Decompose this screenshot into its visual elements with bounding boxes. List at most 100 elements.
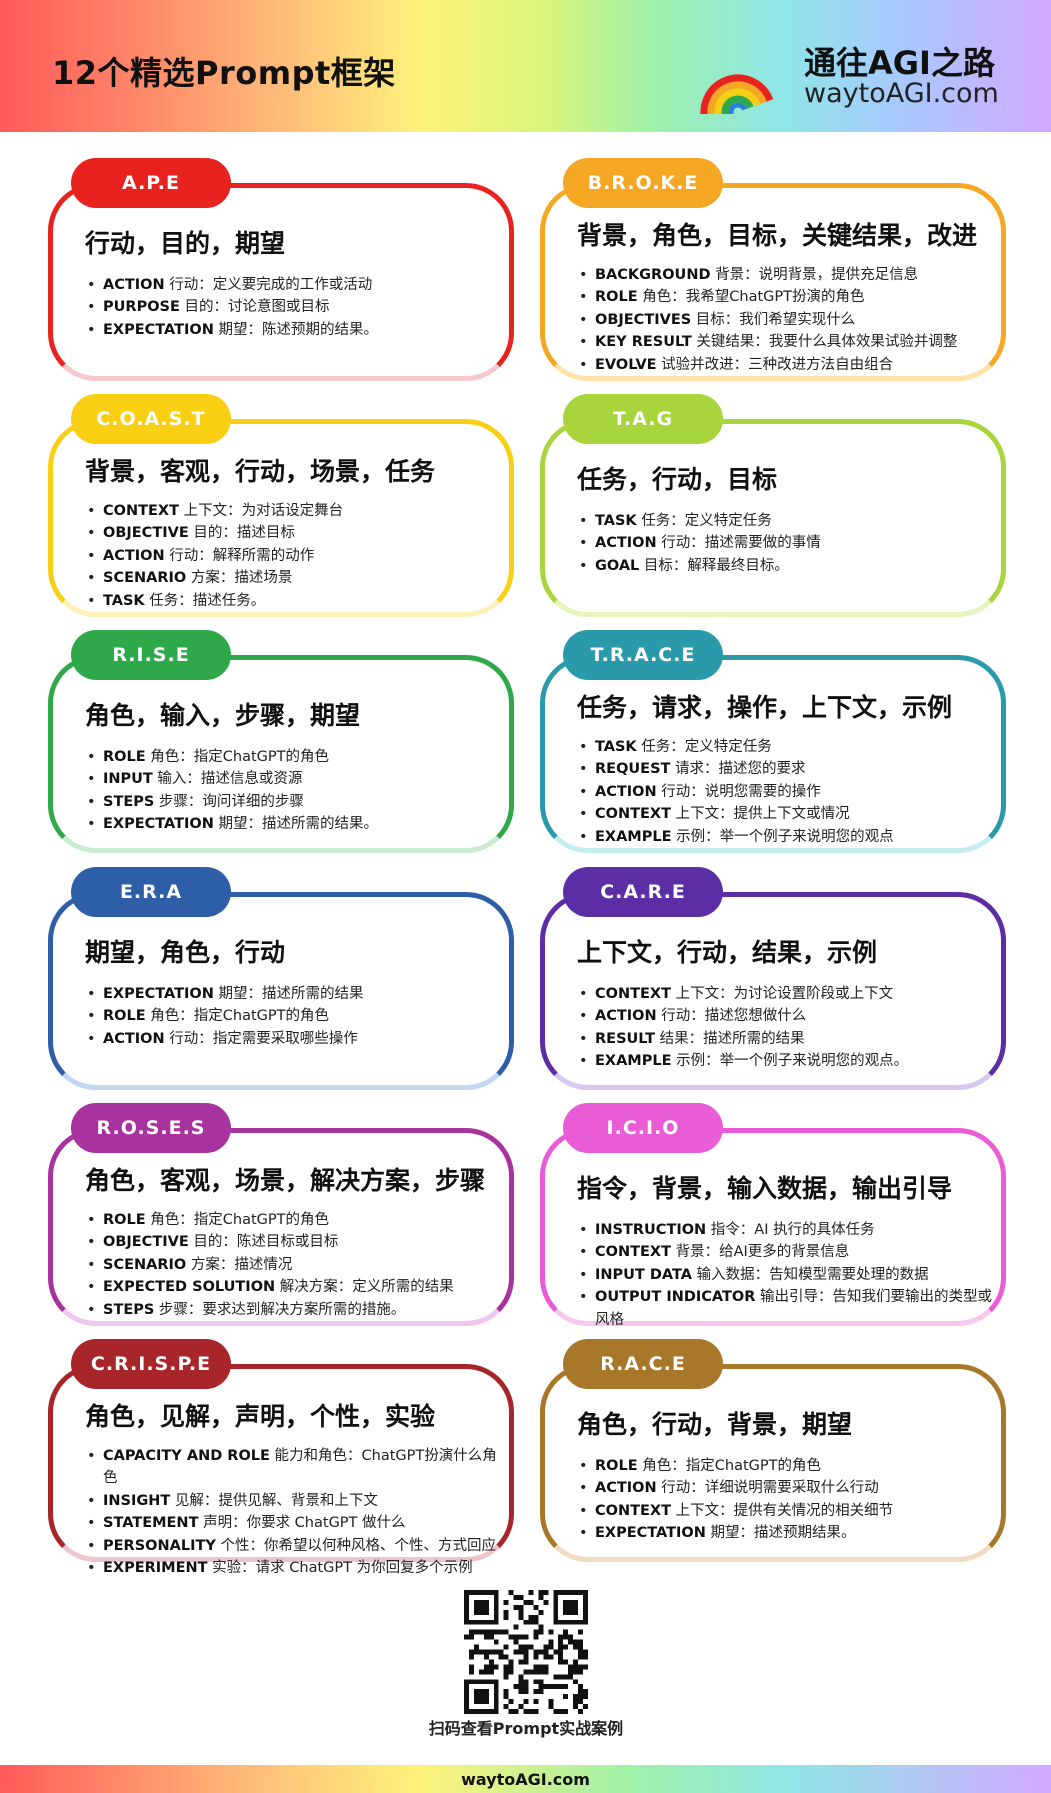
framework-card-broke: 背景，角色，目标，关键结果，改进 BACKGROUND 背景：说明背景，提供充足信… <box>540 183 1006 381</box>
framework-item-key: SCENARIO <box>103 1256 187 1273</box>
framework-tab-trace: T.R.A.C.E <box>563 630 723 680</box>
framework-item: INPUT DATA 输入数据：告知模型需要处理的数据 <box>579 1264 993 1287</box>
framework-item-desc: 期望：描述预期结果。 <box>705 1525 856 1542</box>
framework-item-list: ROLE 角色：指定ChatGPT的角色ACTION 行动：详细说明需要采取什么… <box>579 1455 993 1545</box>
framework-item-key: ACTION <box>595 783 657 800</box>
framework-card-ape: 行动，目的，期望ACTION 行动：定义要完成的工作或活动PURPOSE 目的：… <box>48 183 514 381</box>
framework-item-key: ACTION <box>595 535 657 552</box>
framework-item-key: ACTION <box>103 547 165 564</box>
framework-item-desc: 步骤：要求达到解决方案所需的措施。 <box>154 1301 406 1318</box>
framework-item-desc: 行动：描述您想做什么 <box>656 1008 807 1025</box>
framework-item-desc: 行动：解释所需的动作 <box>164 547 315 564</box>
framework-item: TASK 任务：定义特定任务 <box>579 510 993 533</box>
framework-item-desc: 解决方案：定义所需的结果 <box>275 1279 454 1296</box>
framework-item-key: EXPERIMENT <box>103 1560 208 1577</box>
framework-item-desc: 期望：描述所需的结果 <box>213 986 364 1002</box>
framework-card-tag: 任务，行动，目标 TASK 任务：定义特定任务 ACTION 行动：描述需要做的事情… <box>540 419 1006 617</box>
framework-heading: 任务，请求，操作，上下文，示例 <box>577 693 953 722</box>
framework-item: TASK 任务：描述任务。 <box>87 590 501 613</box>
framework-item-key: ACTION <box>595 1480 657 1497</box>
framework-item-key: ROLE <box>103 749 146 765</box>
framework-item-desc: 行动：定义要完成的工作或活动 <box>164 277 373 293</box>
framework-item: KEY RESULT 关键结果：我要什么具体效果试验并调整 <box>579 331 993 354</box>
framework-item-desc: 角色：指定ChatGPT的角色 <box>145 1212 329 1228</box>
framework-item: REQUEST 请求：描述您的要求 <box>579 758 993 781</box>
framework-item: ACTION 行动：说明您需要的操作 <box>579 781 993 804</box>
framework-item-desc: 目标：解释最终目标。 <box>639 557 789 574</box>
framework-item: EXPERIMENT 实验：请求 ChatGPT 为你回复多个示例 <box>87 1557 501 1580</box>
framework-item-key: ROLE <box>595 1458 638 1474</box>
framework-item-desc: 实验：请求 ChatGPT 为你回复多个示例 <box>207 1560 473 1577</box>
framework-item-list: CAPACITY AND ROLE 能力和角色：ChatGPT扮演什么角色INS… <box>87 1445 501 1580</box>
framework-item-key: STEPS <box>103 1301 155 1318</box>
framework-item-list: CONTEXT 上下文：为对话设定舞台OBJECTIVE 目的：描述目标ACTI… <box>87 500 501 612</box>
framework-item: SCENARIO 方案：描述场景 <box>87 567 501 590</box>
framework-tab-era: E.R.A <box>71 867 231 917</box>
framework-item: ROLE 角色：指定ChatGPT的角色 <box>87 1005 501 1028</box>
framework-item-desc: 声明：你要求 ChatGPT 做什么 <box>198 1515 406 1532</box>
framework-item-key: GOAL <box>595 557 640 574</box>
framework-item: ACTION 行动：解释所需的动作 <box>87 545 501 568</box>
framework-item-desc: 上下文：提供有关情况的相关细节 <box>670 1502 894 1519</box>
framework-item-desc: 行动：描述需要做的事情 <box>656 535 821 552</box>
framework-item-key: INPUT DATA <box>595 1266 692 1283</box>
framework-heading: 上下文，行动，结果，示例 <box>577 938 878 967</box>
framework-item-list: TASK 任务：定义特定任务REQUEST 请求：描述您的要求ACTION 行动… <box>579 736 993 848</box>
framework-item-key: INSIGHT <box>103 1492 171 1509</box>
framework-item: CONTEXT 背景：给AI更多的背景信息 <box>579 1241 993 1264</box>
framework-item-key: OBJECTIVES <box>595 311 692 328</box>
framework-item-key: CONTEXT <box>103 503 179 519</box>
framework-heading: 角色，见解，声明，个性，实验 <box>85 1402 436 1431</box>
framework-item-key: STEPS <box>103 793 155 810</box>
framework-item-desc: 输出引导：告知我们要输出的类型或风格 <box>595 1289 993 1328</box>
framework-item-desc: 能力和角色：ChatGPT扮演什么角色 <box>103 1448 497 1487</box>
framework-item: ACTION 行动：详细说明需要采取什么行动 <box>579 1477 993 1500</box>
framework-item-key: INPUT <box>103 771 153 788</box>
framework-heading: 背景，角色，目标，关键结果，改进 <box>577 221 978 250</box>
framework-item: EXPECTED SOLUTION 解决方案：定义所需的结果 <box>87 1276 501 1299</box>
framework-item-desc: 行动：说明您需要的操作 <box>656 783 821 800</box>
framework-item-key: EXPECTATION <box>103 986 214 1002</box>
framework-item-list: BACKGROUND 背景：说明背景，提供充足信息ROLE 角色：我希望Chat… <box>579 264 993 376</box>
framework-item-key: ROLE <box>595 289 638 306</box>
framework-item-desc: 背景：给AI更多的背景信息 <box>670 1244 850 1261</box>
framework-item: STATEMENT 声明：你要求 ChatGPT 做什么 <box>87 1512 501 1535</box>
framework-item-key: TASK <box>595 739 637 755</box>
framework-item: INPUT 输入：描述信息或资源 <box>87 768 501 791</box>
framework-item-desc: 目的：描述目标 <box>188 525 295 542</box>
framework-item-key: CONTEXT <box>595 1244 671 1261</box>
framework-card-trace: 任务，请求，操作，上下文，示例TASK 任务：定义特定任务REQUEST 请求：… <box>540 655 1006 853</box>
framework-item: ACTION 行动：定义要完成的工作或活动 <box>87 274 501 297</box>
framework-item: EXPECTATION 期望：描述预期结果。 <box>579 1522 993 1545</box>
framework-tab-coast: C.O.A.S.T <box>71 394 231 444</box>
framework-item: ROLE 角色：我希望ChatGPT扮演的角色 <box>579 286 993 309</box>
framework-item-desc: 角色：我希望ChatGPT扮演的角色 <box>637 289 865 306</box>
framework-item-desc: 方案：描述情况 <box>186 1256 293 1273</box>
framework-item: EXPECTATION 期望：描述所需的结果 <box>87 983 501 1006</box>
framework-item-desc: 输入：描述信息或资源 <box>152 771 303 788</box>
framework-item-key: CONTEXT <box>595 986 671 1002</box>
framework-item-key: REQUEST <box>595 761 671 778</box>
framework-item: OBJECTIVE 目的：陈述目标或目标 <box>87 1231 501 1254</box>
framework-item-key: TASK <box>103 592 145 609</box>
framework-item: ACTION 行动：指定需要采取哪些操作 <box>87 1028 501 1051</box>
framework-heading: 任务，行动，目标 <box>577 465 778 494</box>
framework-item-desc: 上下文：为讨论设置阶段或上下文 <box>670 986 894 1002</box>
framework-card-coast: 背景，客观，行动，场景，任务CONTEXT 上下文：为对话设定舞台OBJECTI… <box>48 419 514 617</box>
framework-item-list: INSTRUCTION 指令：AI 执行的具体任务CONTEXT 背景：给AI更… <box>579 1219 993 1331</box>
framework-item-desc: 示例：举一个例子来说明您的观点。 <box>671 1053 909 1070</box>
framework-item-desc: 个性：你希望以何种风格、个性、方式回应 <box>215 1537 496 1554</box>
framework-item-desc: 行动：详细说明需要采取什么行动 <box>656 1480 879 1497</box>
brand-name: 通往AGI之路 <box>804 44 995 82</box>
framework-item-key: ACTION <box>103 1030 165 1047</box>
framework-item: PERSONALITY 个性：你希望以何种风格、个性、方式回应 <box>87 1535 501 1558</box>
framework-item: EXAMPLE 示例：举一个例子来说明您的观点。 <box>579 1050 993 1073</box>
page-title: 12个精选Prompt框架 <box>52 54 396 92</box>
framework-tab-care: C.A.R.E <box>563 867 723 917</box>
framework-card-crispe: 角色，见解，声明，个性，实验 CAPACITY AND ROLE 能力和角色：Ch… <box>48 1364 514 1580</box>
framework-item-desc: 上下文：为对话设定舞台 <box>178 503 344 519</box>
framework-item-desc: 结果：描述所需的结果 <box>655 1030 805 1047</box>
framework-item: EXPECTATION 期望：陈述预期的结果。 <box>87 319 501 342</box>
framework-item: SCENARIO 方案：描述情况 <box>87 1254 501 1277</box>
footer-banner <box>0 1765 1051 1793</box>
